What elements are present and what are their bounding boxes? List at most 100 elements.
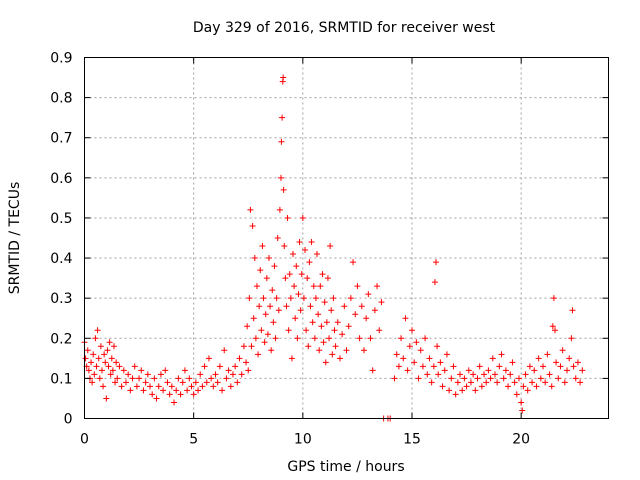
data-point (339, 331, 346, 338)
data-point (175, 375, 182, 382)
data-point (467, 379, 474, 386)
data-point (225, 367, 232, 374)
data-point (374, 283, 381, 290)
data-point (474, 375, 481, 382)
data-point (110, 343, 117, 350)
data-point (263, 275, 270, 282)
data-point (118, 383, 125, 390)
data-point (572, 375, 579, 382)
data-point (579, 367, 586, 374)
data-point (149, 391, 156, 398)
data-point (287, 295, 294, 302)
y-tick-label: 0.5 (50, 211, 72, 227)
data-point (409, 327, 415, 334)
data-point (422, 335, 429, 342)
data-point (82, 355, 89, 362)
data-point (406, 343, 413, 350)
data-point (140, 387, 147, 394)
data-point (395, 363, 402, 370)
data-point (177, 391, 184, 398)
data-point (515, 375, 522, 382)
data-point (428, 379, 435, 386)
data-point (197, 371, 204, 378)
data-point (216, 363, 223, 370)
data-point (259, 243, 266, 250)
data-point (398, 335, 405, 342)
data-point (303, 327, 310, 334)
data-point (236, 355, 243, 362)
data-point (570, 363, 577, 370)
data-point (491, 371, 498, 378)
data-point (264, 331, 271, 338)
data-point (199, 383, 206, 390)
y-tick-label: 0 (64, 412, 73, 428)
data-point (540, 363, 546, 370)
data-point (498, 351, 505, 358)
data-point (89, 379, 96, 386)
data-point (278, 174, 284, 181)
data-point (258, 327, 265, 334)
data-point (255, 351, 262, 358)
data-point (261, 339, 268, 346)
data-point (566, 355, 573, 362)
data-point (247, 206, 254, 213)
data-point (369, 367, 376, 374)
data-point (153, 395, 160, 402)
data-point (317, 283, 324, 290)
data-point (84, 347, 91, 354)
data-point (284, 214, 291, 221)
data-point (133, 383, 140, 390)
data-point (113, 359, 120, 366)
data-point (461, 375, 468, 382)
data-point (417, 347, 424, 354)
data-point (352, 311, 359, 318)
data-point (90, 351, 97, 358)
data-point (162, 367, 169, 374)
data-point (201, 363, 208, 370)
data-point (463, 383, 470, 390)
data-point (243, 359, 250, 366)
data-point (478, 383, 485, 390)
data-point (314, 251, 321, 258)
data-point (371, 307, 378, 314)
data-point (465, 367, 472, 374)
data-point (524, 387, 531, 394)
data-point (328, 307, 335, 314)
y-axis-label: SRMTID / TECUs (7, 182, 23, 295)
data-point (114, 375, 121, 382)
data-point (376, 327, 383, 334)
data-point (223, 375, 230, 382)
data-point (433, 259, 440, 266)
data-point (95, 355, 102, 362)
data-point (305, 343, 312, 350)
data-point (297, 307, 304, 314)
data-point (476, 363, 483, 370)
data-point (131, 363, 138, 370)
data-point (105, 363, 112, 370)
data-point (278, 138, 285, 145)
data-point (245, 367, 252, 374)
data-point (549, 323, 556, 330)
x-tick-label: 20 (512, 432, 530, 448)
x-tick-labels: 0 5 10 15 20 (80, 432, 530, 448)
plot-frame (84, 57, 609, 419)
data-point (306, 259, 313, 266)
data-point (250, 315, 257, 322)
data-point (214, 379, 221, 386)
data-point (513, 391, 520, 398)
data-point (496, 363, 503, 370)
data-point (195, 387, 202, 394)
data-point (142, 379, 149, 386)
data-point (321, 299, 328, 306)
data-point (125, 371, 132, 378)
y-tick-label: 0.4 (50, 251, 72, 267)
data-point (293, 263, 300, 270)
data-point (331, 327, 338, 334)
data-point (309, 319, 316, 326)
data-point (101, 351, 108, 358)
data-point (307, 303, 314, 310)
data-point (557, 363, 564, 370)
data-point (446, 387, 453, 394)
data-point (564, 367, 571, 374)
data-point (522, 371, 529, 378)
